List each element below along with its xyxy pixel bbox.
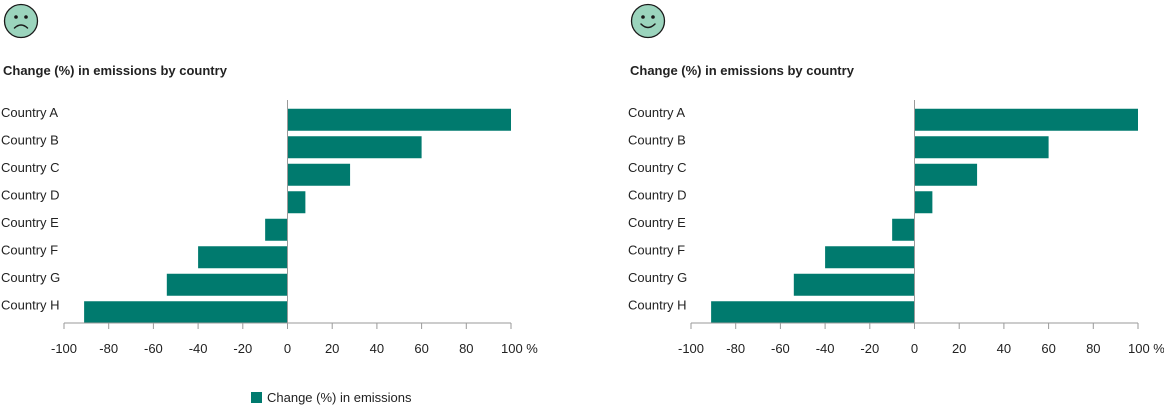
chart-title: Change (%) in emissions by country: [630, 63, 854, 78]
category-label: Country E: [628, 215, 686, 230]
x-tick-label: -20: [860, 341, 879, 356]
x-tick-label: 40: [370, 341, 384, 356]
category-label: Country F: [628, 243, 685, 258]
x-tick-label: -80: [726, 341, 745, 356]
happy-face-icon: [630, 3, 666, 39]
category-label: Country D: [1, 188, 60, 203]
bar: [892, 218, 915, 241]
category-label: Country A: [628, 105, 685, 120]
x-tick-label: -60: [144, 341, 163, 356]
legend-label: Change (%) in emissions: [267, 390, 412, 405]
x-tick-label: 80: [459, 341, 473, 356]
bar: [825, 246, 915, 269]
x-tick-label: 60: [414, 341, 428, 356]
category-label: Country G: [628, 270, 687, 285]
x-tick-label: 0: [284, 341, 291, 356]
x-tick-label: -100: [678, 341, 704, 356]
bar: [287, 163, 351, 186]
x-tick-label: 20: [952, 341, 966, 356]
legend-swatch: [251, 392, 262, 403]
x-tick-label: 40: [997, 341, 1011, 356]
bar: [198, 246, 288, 269]
chart-legend: Change (%) in emissions: [251, 390, 412, 405]
bar: [914, 136, 1049, 159]
x-tick-label: 20: [325, 341, 339, 356]
bar: [287, 108, 511, 131]
x-tick-label: -40: [816, 341, 835, 356]
category-label: Country B: [628, 133, 686, 148]
chart-title: Change (%) in emissions by country: [3, 63, 227, 78]
x-tick-label: -20: [233, 341, 252, 356]
x-tick-label: 0: [911, 341, 918, 356]
bar-chart: Country A Country B Country C Country D Coun…: [628, 100, 1164, 356]
x-tick-label: 100 %: [501, 341, 538, 356]
category-label: Country G: [1, 270, 60, 285]
category-label: Country E: [1, 215, 59, 230]
bar: [287, 191, 306, 214]
x-tick-label: 80: [1086, 341, 1100, 356]
x-tick-label: -80: [99, 341, 118, 356]
bar: [84, 301, 288, 324]
bar: [914, 108, 1138, 131]
bar: [265, 218, 288, 241]
x-tick-label: -60: [771, 341, 790, 356]
category-label: Country B: [1, 133, 59, 148]
bar-chart: Country A Country B Country C Country D Coun…: [1, 100, 538, 356]
category-label: Country F: [1, 243, 58, 258]
bar: [914, 191, 933, 214]
bar: [793, 273, 915, 296]
x-tick-label: -100: [51, 341, 77, 356]
category-label: Country D: [628, 188, 687, 203]
category-label: Country C: [1, 160, 60, 175]
category-label: Country H: [1, 298, 60, 313]
chart-panel-right: Change (%) in emissions by country Count…: [627, 0, 1164, 380]
bar: [287, 136, 422, 159]
x-tick-label: -40: [189, 341, 208, 356]
bar: [711, 301, 915, 324]
bar: [914, 163, 978, 186]
x-tick-label: 60: [1041, 341, 1055, 356]
bar: [166, 273, 288, 296]
chart-panel-left: Change (%) in emissions by country Count…: [0, 0, 560, 380]
category-label: Country H: [628, 298, 687, 313]
sad-face-icon: [3, 3, 39, 39]
category-label: Country A: [1, 105, 58, 120]
category-label: Country C: [628, 160, 687, 175]
x-tick-label: 100 %: [1128, 341, 1164, 356]
